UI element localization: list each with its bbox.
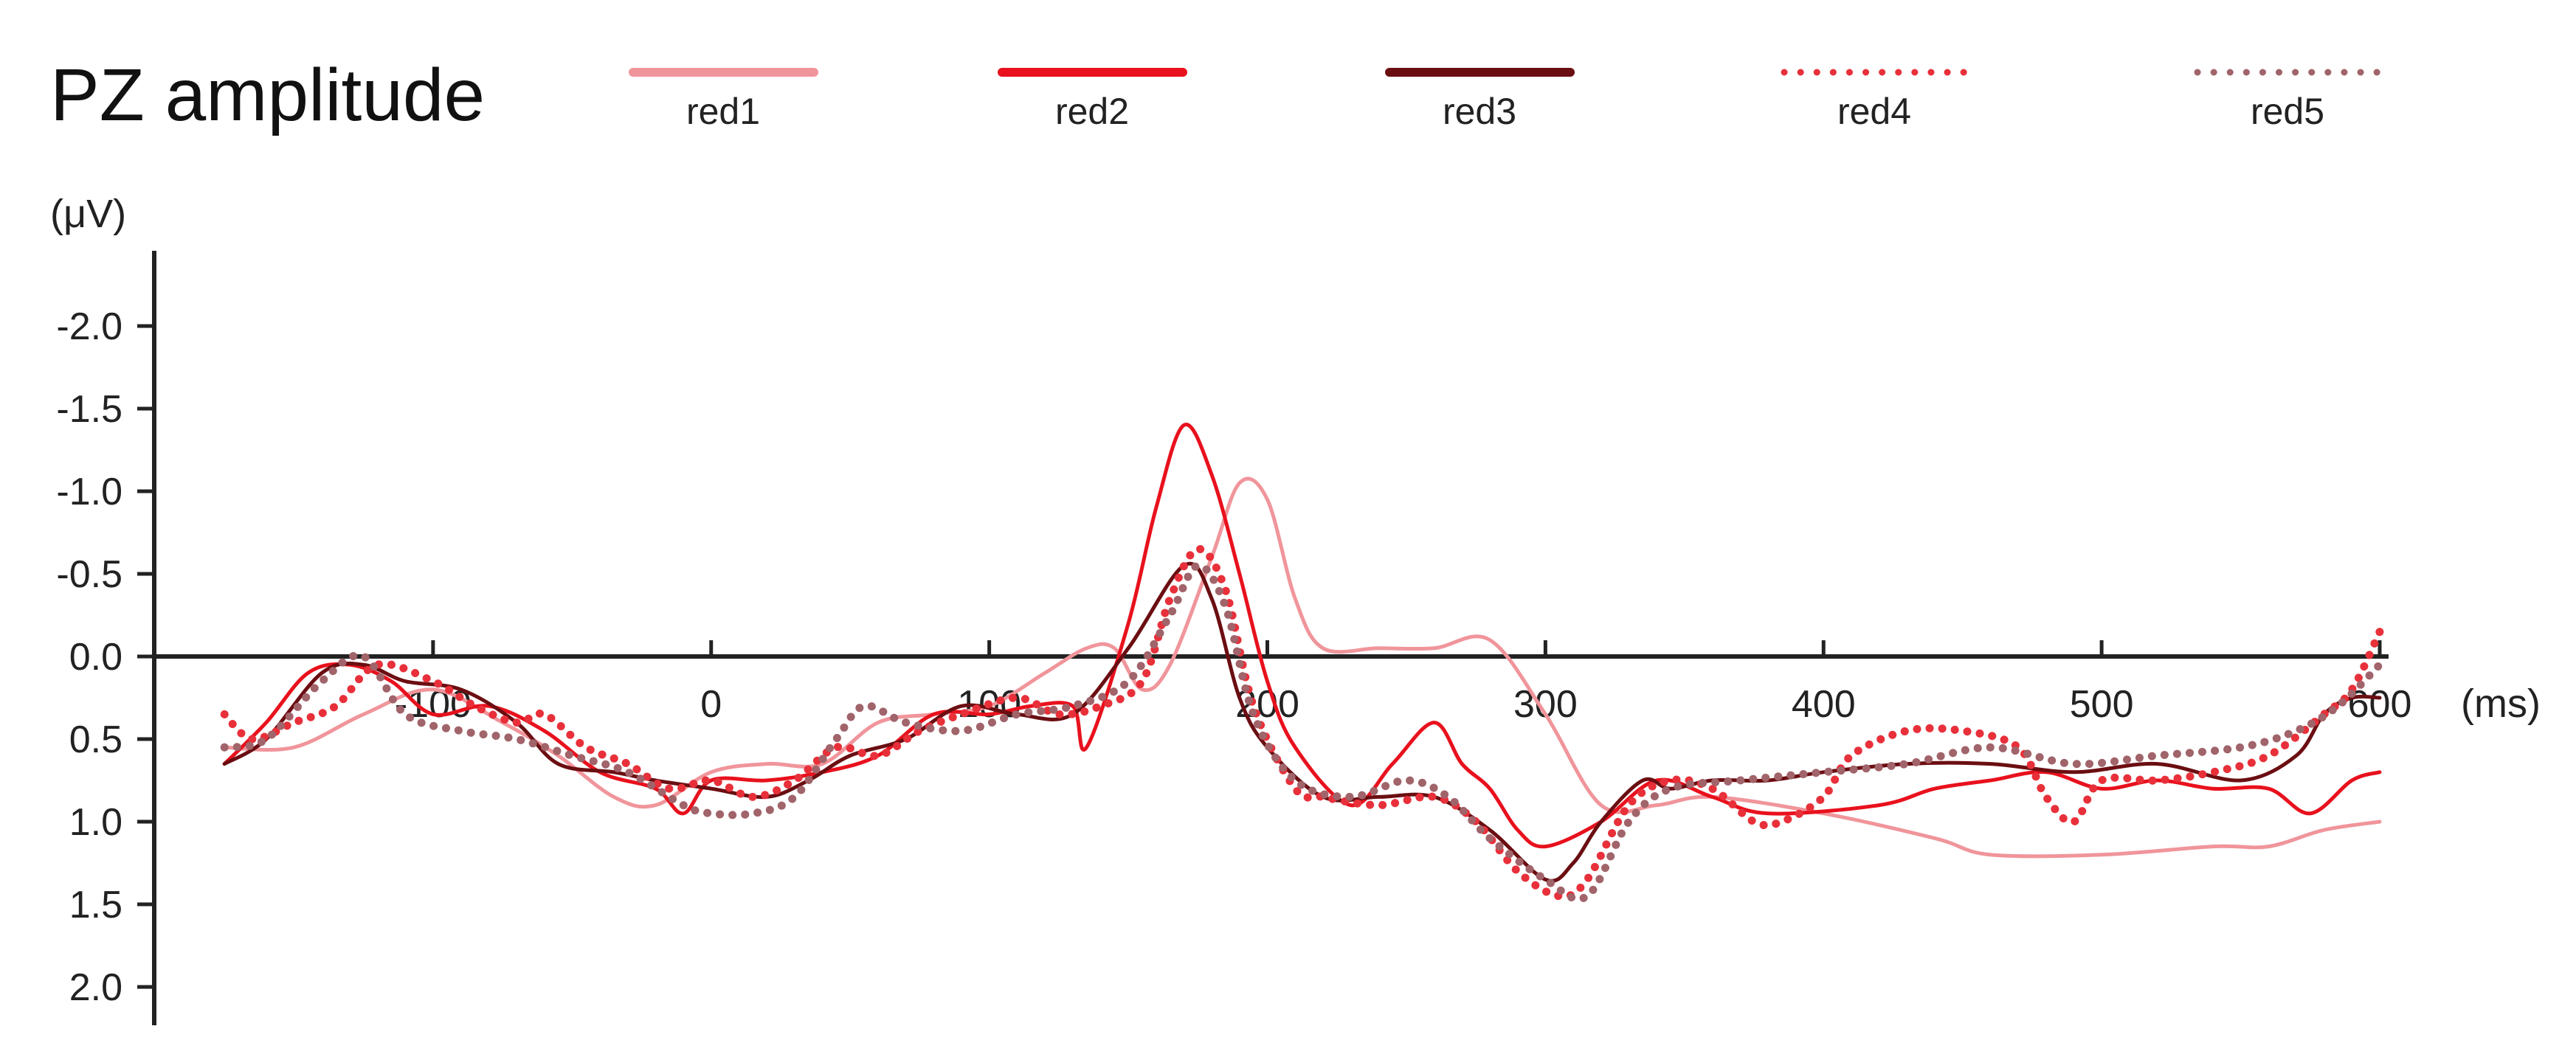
series-line-red5 [220,561,2384,904]
axes [152,251,2389,1025]
legend-label-red4: red4 [1837,91,1911,132]
x-axis-unit-label: (ms) [2461,682,2541,726]
legend-label-red2: red2 [1055,91,1129,132]
y-tick-label: -1.5 [56,388,122,431]
x-tick-label: 0 [700,683,722,726]
x-tick-label: 300 [1513,683,1578,726]
y-tick-label: 1.0 [69,801,122,844]
series-line-red3 [222,561,2382,883]
y-tick-label: 0.5 [69,718,122,761]
y-tick-label: 1.5 [69,884,122,926]
series-line-red2 [222,423,2382,849]
chart-title: PZ amplitude [50,54,485,136]
y-tick-label: 2.0 [69,966,122,1009]
legend-label-red1: red1 [686,91,760,132]
legend-label-red3: red3 [1443,91,1516,132]
y-axis-unit-label: (μV) [50,192,126,236]
y-tick-label: -0.5 [56,553,122,596]
y-tick-label: -1.0 [56,471,122,513]
series-line-red4 [220,544,2384,901]
x-tick-label: 500 [2070,683,2134,726]
x-tick-label: 400 [1792,683,1856,726]
y-tick-label: -2.0 [56,305,122,348]
legend: red1 red2 red3 red4 red5 [629,68,2382,132]
legend-label-red5: red5 [2251,91,2324,132]
y-tick-label: 0.0 [69,636,122,679]
x-tick-label: 600 [2348,683,2412,726]
series-line-red1 [222,476,2382,859]
series-group [220,423,2384,904]
